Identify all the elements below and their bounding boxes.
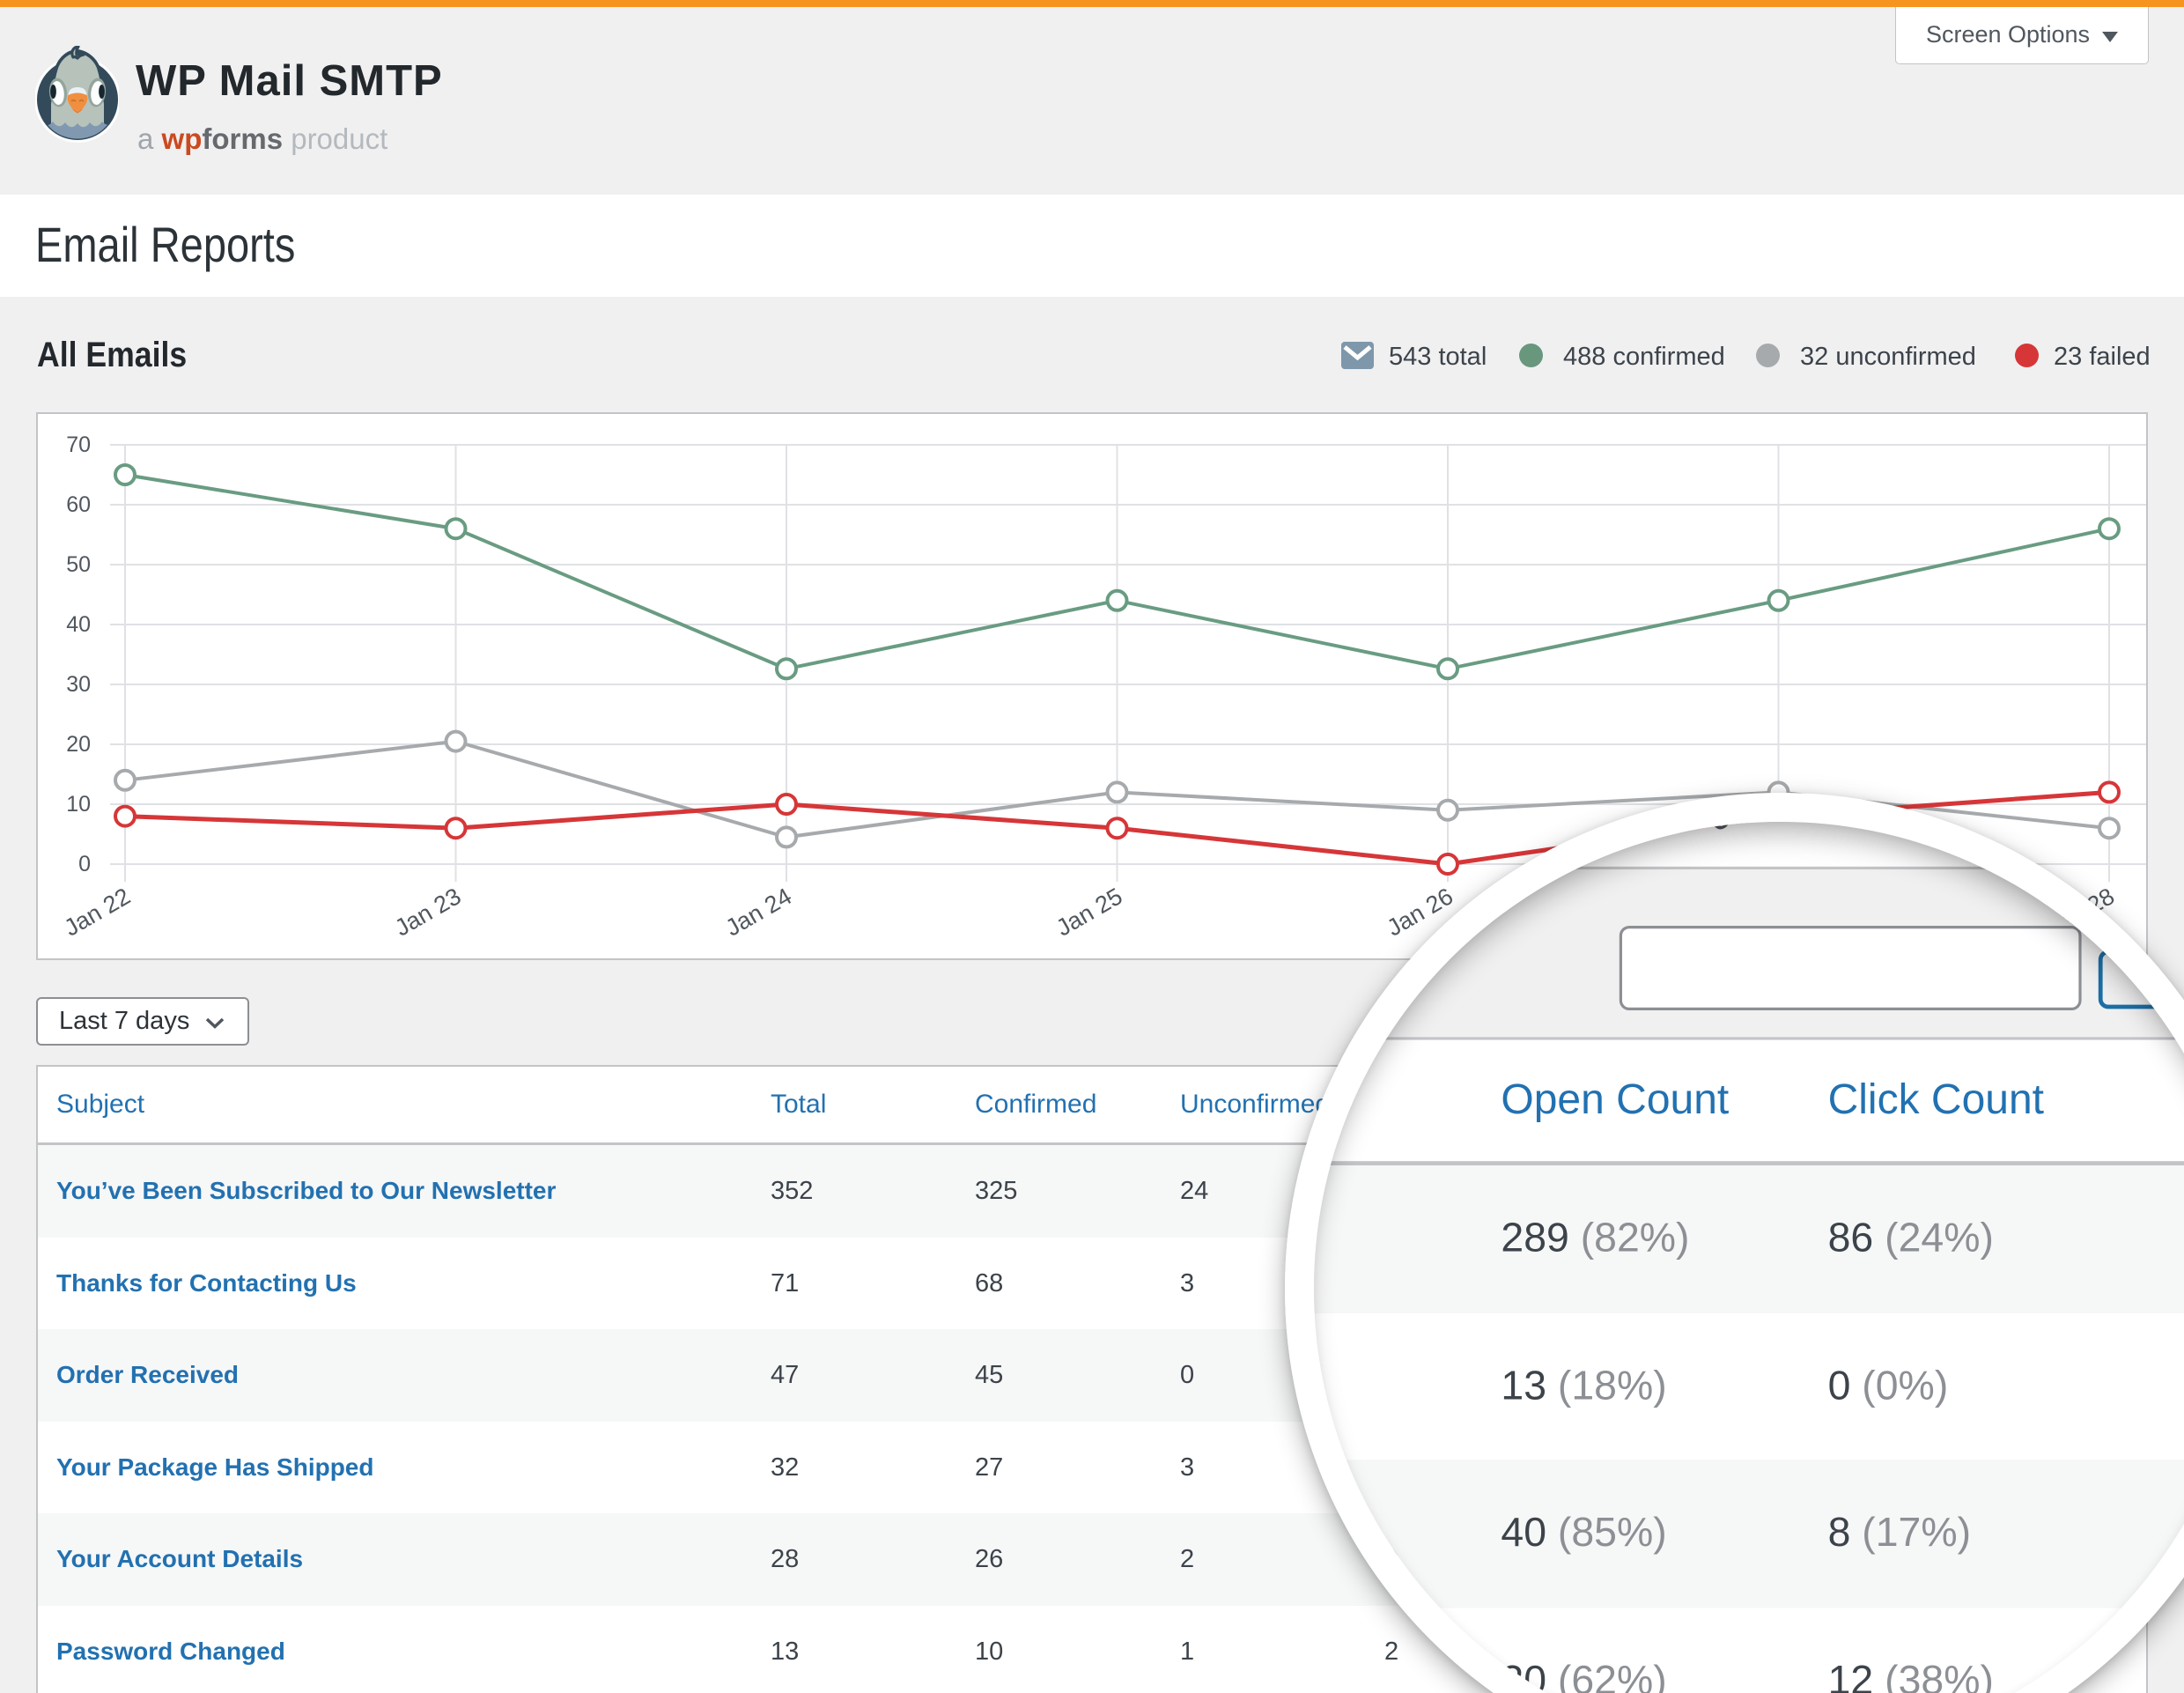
- svg-text:30: 30: [66, 672, 91, 697]
- svg-text:Jan 27: Jan 27: [1701, 793, 1820, 839]
- svg-text:40: 40: [66, 612, 91, 637]
- svg-text:70: 70: [66, 432, 91, 457]
- svg-text:10: 10: [66, 792, 91, 817]
- svg-text:20: 20: [66, 732, 91, 757]
- svg-text:Jan 24: Jan 24: [721, 883, 796, 942]
- svg-text:Jan 23: Jan 23: [390, 883, 465, 942]
- svg-text:0: 0: [78, 852, 91, 876]
- svg-text:50: 50: [66, 552, 91, 577]
- svg-text:Jan 25: Jan 25: [1051, 883, 1126, 942]
- svg-text:Jan 22: Jan 22: [60, 883, 135, 942]
- svg-text:60: 60: [66, 492, 91, 517]
